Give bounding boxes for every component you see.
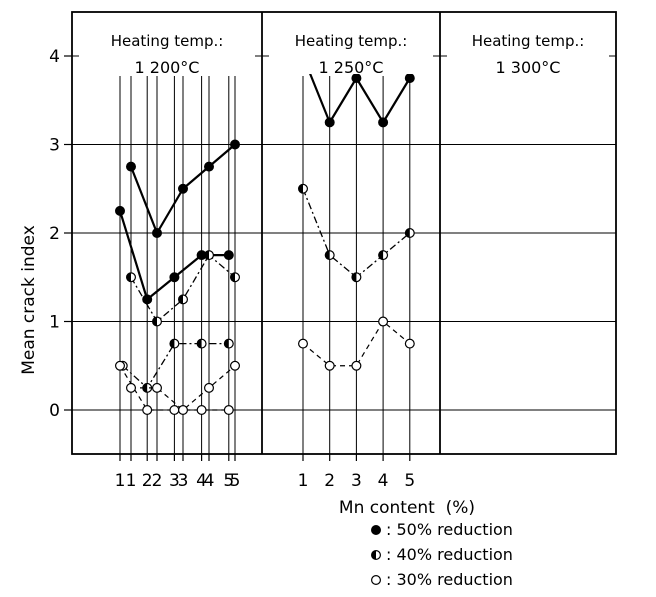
data-point-r40 — [152, 316, 163, 327]
legend-marker-r50 — [371, 524, 382, 535]
data-point-r50 — [404, 73, 415, 84]
x-tick-label: 1 — [298, 471, 309, 491]
data-point-r50 — [152, 228, 163, 239]
panel-title-box — [79, 22, 255, 74]
data-point-r30 — [324, 360, 335, 371]
legend-label-r50: : 50% reduction — [386, 520, 513, 539]
data-point-r50 — [230, 139, 241, 150]
panel-title-line2: 1 300°C — [496, 58, 561, 77]
x-tick-label: 3 — [178, 471, 189, 491]
data-point-r40 — [351, 272, 362, 283]
y-tick-label: 1 — [49, 313, 60, 333]
x-tick-label: 4 — [196, 471, 207, 491]
grid-lines — [72, 55, 616, 454]
panel-title-box — [447, 22, 609, 74]
panel-titles: Heating temp.: 1 200°C Heating temp.: 1 250… — [79, 22, 609, 77]
marker-half-fill — [405, 228, 410, 238]
x-tick-label: 3 — [351, 471, 362, 491]
data-point-r50 — [178, 183, 189, 194]
data-point-r30 — [351, 360, 362, 371]
legend-marker-r40 — [371, 549, 382, 560]
marker-half-fill — [352, 272, 357, 282]
data-point-r50 — [204, 161, 215, 172]
data-point-r40 — [204, 250, 215, 261]
y-axis-label: Mean crack index — [19, 225, 39, 375]
data-point-r30 — [196, 405, 207, 416]
marker-half-fill — [224, 339, 229, 349]
data-point-r40 — [230, 272, 241, 283]
data-point-r40 — [298, 183, 309, 194]
data-point-r40 — [196, 338, 207, 349]
data-point-r50 — [125, 161, 136, 172]
data-point-r30 — [169, 405, 180, 416]
marker-half-fill — [169, 339, 175, 349]
marker-half-fill — [230, 272, 235, 282]
data-point-r40 — [404, 228, 415, 239]
panel-title-line2: 1 250°C — [319, 58, 384, 77]
data-point-r50 — [114, 205, 125, 216]
marker-half-fill — [204, 250, 209, 260]
x-tick-label: 1 — [126, 471, 137, 491]
y-tick-label: 4 — [49, 47, 60, 67]
data-point-r30 — [204, 382, 215, 393]
marker-half-fill — [371, 550, 376, 560]
marker-half-fill — [152, 317, 157, 326]
legend-marker-r30 — [371, 574, 382, 585]
data-point-r40 — [169, 338, 180, 349]
marker-half-fill — [126, 272, 131, 282]
y-tick-label: 0 — [49, 401, 60, 421]
panel-title-line1: Heating temp.: — [472, 32, 585, 50]
data-point-r30 — [142, 405, 153, 416]
data-point-r40 — [324, 250, 335, 261]
marker-half-fill — [298, 184, 303, 194]
marker-half-fill — [378, 250, 384, 260]
x-tick-label: 2 — [152, 471, 163, 491]
panel-title-line2: 1 200°C — [135, 58, 200, 77]
data-point-r40 — [178, 294, 189, 305]
data-point-r30 — [125, 382, 136, 393]
panel-3 — [298, 50, 415, 371]
data-point-r30 — [114, 360, 125, 371]
data-point-r30 — [230, 360, 241, 371]
x-tick-label: 5 — [223, 471, 234, 491]
data-point-r30 — [298, 338, 309, 349]
data-point-r50 — [223, 250, 234, 261]
y-tick-label: 3 — [49, 136, 60, 156]
panel-title-line1: Heating temp.: — [295, 32, 408, 50]
marker-half-fill — [197, 339, 202, 349]
marker-half-fill — [325, 250, 330, 260]
x-tick-label: 4 — [378, 471, 389, 491]
data-point-r30 — [152, 382, 163, 393]
x-tick-label: 2 — [142, 471, 153, 491]
series-line-r40 — [122, 342, 229, 389]
panel-title-line1: Heating temp.: — [111, 32, 224, 50]
data-point-r50 — [324, 117, 335, 128]
data-point-r40 — [223, 338, 234, 349]
x-axis-label: Mn content (%) — [339, 498, 475, 518]
data-point-r30 — [404, 338, 415, 349]
data-point-r40 — [378, 250, 389, 261]
data-point-r30 — [378, 316, 389, 327]
panel-title-box — [269, 22, 433, 74]
data-point-r40 — [125, 272, 136, 283]
panel-2 — [125, 139, 241, 416]
data-point-r30 — [178, 405, 189, 416]
marker-half-fill — [178, 294, 183, 304]
data-series — [114, 50, 415, 416]
x-tick-label: 3 — [169, 471, 180, 491]
x-tick-label: 5 — [404, 471, 415, 491]
legend-label-r30: : 30% reduction — [386, 570, 513, 589]
legend-label-r40: : 40% reduction — [386, 545, 513, 564]
y-tick-label: 2 — [49, 224, 60, 244]
data-point-r50 — [169, 272, 180, 283]
x-tick-label: 2 — [324, 471, 335, 491]
x-tick-label: 5 — [230, 471, 241, 491]
x-tick-label: 1 — [115, 471, 126, 491]
data-point-r50 — [378, 117, 389, 128]
x-tick-label: 4 — [204, 471, 215, 491]
legend: : 50% reduction : 40% reduction : 30% redu… — [371, 520, 513, 589]
data-point-r30 — [223, 405, 234, 416]
